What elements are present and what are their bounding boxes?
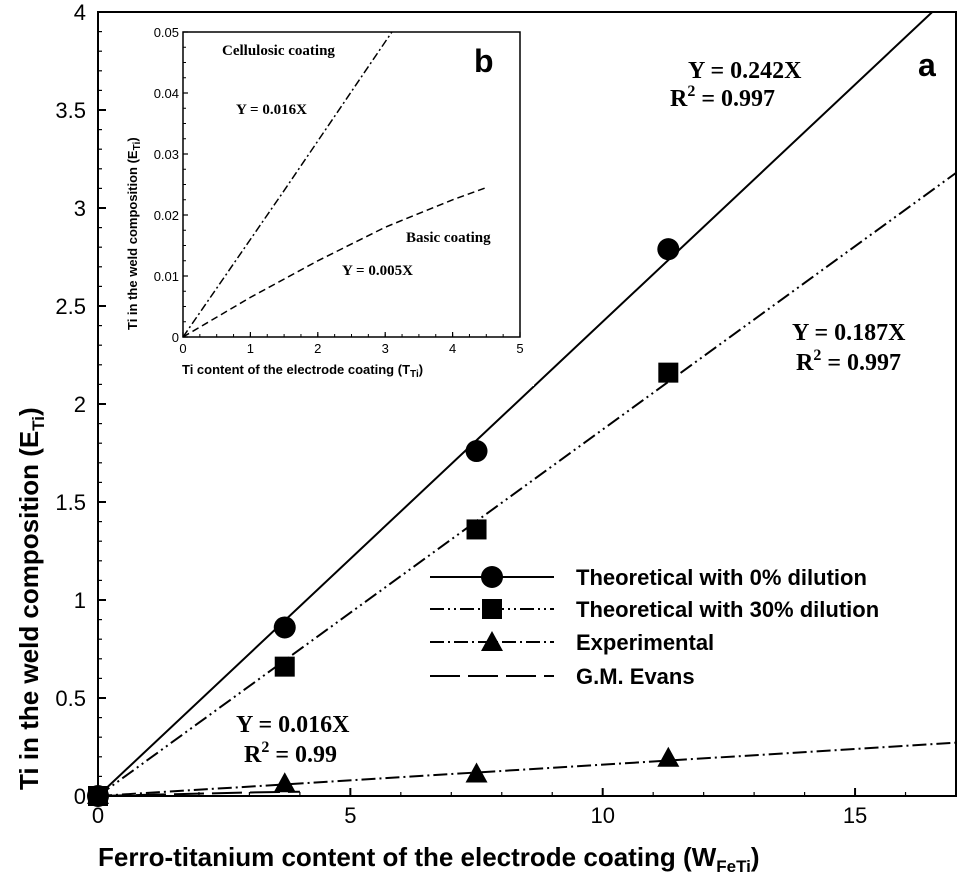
inset-x-tick-label: 3: [382, 341, 389, 356]
y-tick-label: 0: [74, 784, 86, 809]
panel-label-a: a: [918, 47, 936, 83]
inset-eq-basic: Y = 0.005X: [342, 263, 413, 279]
inset-y-tick-label: 0.05: [154, 25, 179, 40]
inset-panel: 0 1 2 3 4 5 0 0.01 0.02 0.03 0.04 0.05 Ti content o…: [118, 18, 534, 386]
x-tick-label: 0: [92, 803, 104, 828]
eq-exp-y: Y = 0.016X: [236, 712, 350, 738]
inset-y-axis-label: Ti in the weld composition (ETi): [125, 137, 143, 330]
inset-x-tick-label: 2: [314, 341, 321, 356]
fit-line-0pct: [98, 12, 934, 796]
line-evans: [98, 790, 300, 796]
y-tick-label: 1.5: [55, 490, 86, 515]
legend-marker-circle: [481, 566, 503, 588]
inset-series-group: [182, 31, 487, 338]
y-tick-label: 2: [74, 392, 86, 417]
legend-label-30pct: Theoretical with 30% dilution: [576, 597, 879, 622]
eq-30pct-r2: R2 = 0.997: [796, 347, 901, 376]
inset-y-tick-label: 0: [172, 330, 179, 345]
marker-30pct: [466, 519, 487, 540]
y-tick-label: 0.5: [55, 686, 86, 711]
legend-label-0pct: Theoretical with 0% dilution: [576, 565, 867, 590]
fit-line-30pct: [98, 172, 956, 796]
x-tick-label: 10: [590, 803, 614, 828]
inset-x-tick-label: 4: [449, 341, 456, 356]
marker-exp: [657, 746, 680, 767]
marker-30pct: [658, 362, 679, 383]
eq-30pct-y: Y = 0.187X: [792, 320, 906, 346]
inset-y-tick-label: 0.01: [154, 269, 179, 284]
marker-0pct: [465, 440, 488, 463]
inset-x-axis-label: Ti content of the electrode coating (TTi…: [182, 362, 423, 380]
eq-0pct-r2: R2 = 0.997: [670, 83, 775, 112]
panel-label-b: b: [474, 43, 494, 79]
marker-exp: [465, 762, 488, 783]
inset-axis-ticks: 0 1 2 3 4 5 0 0.01 0.02 0.03 0.04 0.05: [154, 25, 524, 356]
y-axis-label: Ti in the weld composition (ETi): [14, 407, 48, 790]
inset-label-cellulosic: Cellulosic coating: [222, 43, 335, 59]
main-series-group: [87, 12, 956, 807]
inset-line-basic: [182, 186, 487, 338]
inset-line-cellulosic: [182, 31, 393, 338]
fit-line-exp: [98, 741, 956, 796]
eq-0pct-y: Y = 0.242X: [688, 58, 802, 84]
legend-marker-square: [482, 599, 502, 619]
legend-label-exp: Experimental: [576, 630, 714, 655]
eq-exp-r2: R2 = 0.99: [244, 739, 337, 768]
y-tick-label: 1: [74, 588, 86, 613]
inset-y-tick-label: 0.04: [154, 86, 179, 101]
inset-label-basic: Basic coating: [406, 230, 491, 246]
x-tick-label: 5: [344, 803, 356, 828]
marker-exp: [87, 784, 109, 804]
inset-x-tick-label: 0: [179, 341, 186, 356]
legend-marker-triangle: [481, 631, 503, 651]
legend-label-evans: G.M. Evans: [576, 664, 695, 689]
inset-background: [118, 18, 534, 386]
y-tick-label: 3: [74, 196, 86, 221]
y-tick-label: 4: [74, 0, 86, 25]
y-tick-label: 2.5: [55, 294, 86, 319]
y-tick-label: 3.5: [55, 98, 86, 123]
marker-0pct: [657, 238, 680, 261]
x-axis-label: Ferro-titanium content of the electrode …: [98, 842, 760, 875]
marker-30pct: [274, 656, 295, 677]
marker-exp: [273, 772, 296, 793]
inset-y-tick-label: 0.03: [154, 147, 179, 162]
inset-eq-cellulosic: Y = 0.016X: [236, 102, 307, 118]
legend: Theoretical with 0% dilution Theoretical…: [430, 565, 879, 689]
inset-x-tick-label: 5: [516, 341, 523, 356]
inset-x-tick-label: 1: [247, 341, 254, 356]
inset-y-tick-label: 0.02: [154, 208, 179, 223]
marker-0pct: [273, 616, 296, 639]
x-tick-label: 15: [843, 803, 867, 828]
